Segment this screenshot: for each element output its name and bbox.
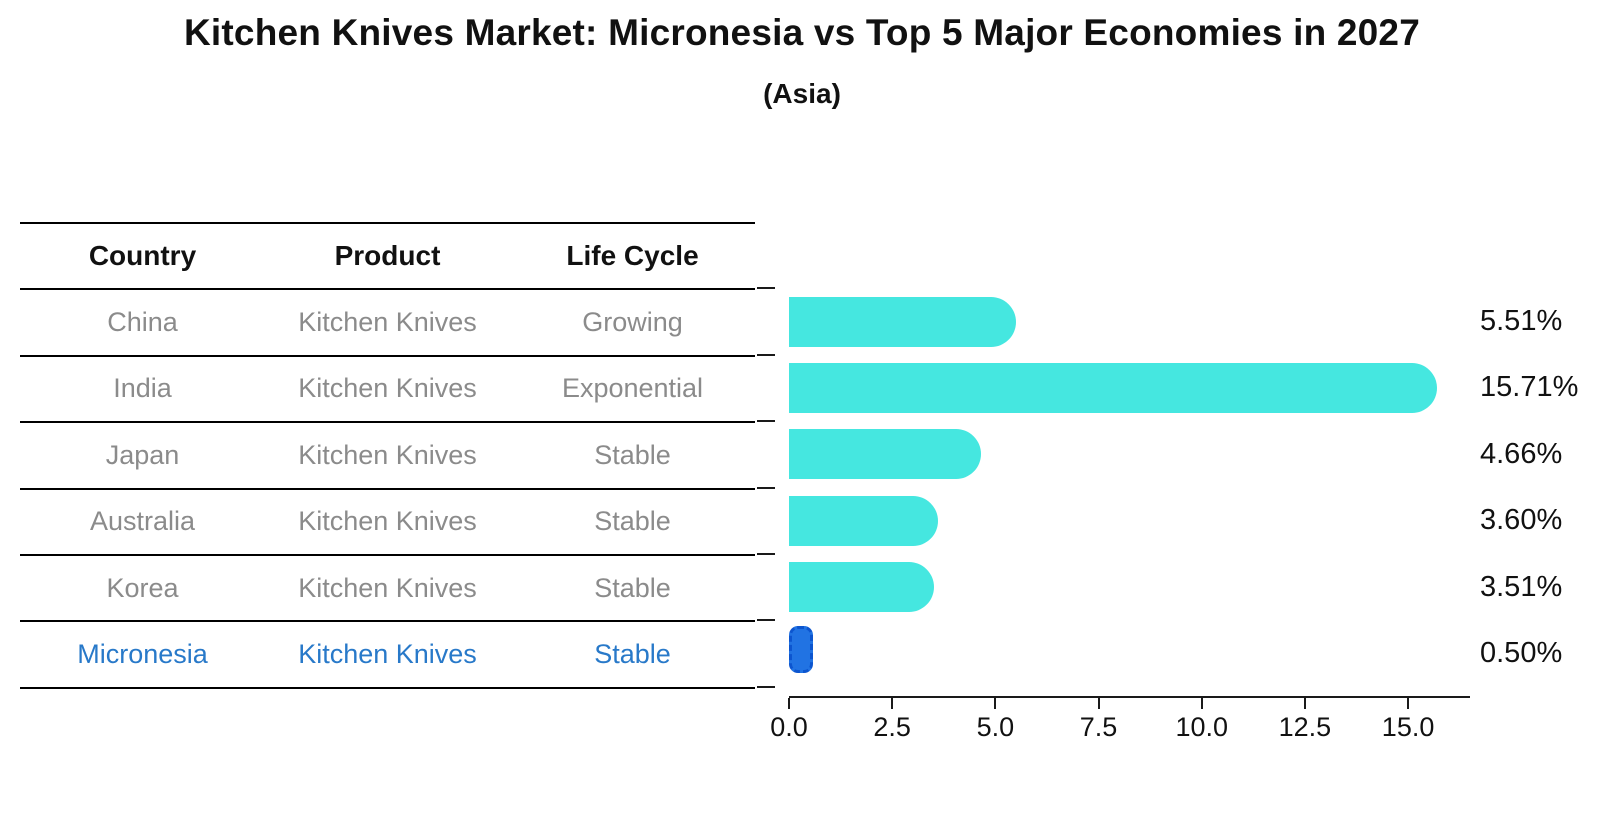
tick-label: 2.5 — [873, 712, 911, 742]
table-row-micronesia: Micronesia Kitchen Knives Stable — [20, 620, 755, 689]
table-row: Australia Kitchen Knives Stable — [20, 487, 755, 554]
y-axis-tick — [757, 553, 775, 555]
y-axis-tick — [757, 353, 775, 356]
chart-subtitle: (Asia) — [763, 78, 841, 109]
cell-product: Kitchen Knives — [298, 572, 477, 603]
bar-india — [789, 362, 1438, 413]
table-row: China Kitchen Knives Growing — [20, 288, 755, 354]
bar-row-japan: 4.66% — [789, 421, 1562, 487]
bar-row-australia: 3.60% — [789, 488, 1562, 554]
table-row: India Kitchen Knives Exponential — [20, 354, 755, 421]
bar-korea — [789, 562, 934, 613]
cell-life-cycle: Stable — [594, 572, 671, 603]
table-row: Korea Kitchen Knives Stable — [20, 553, 755, 620]
x-axis: 0.0 2.5 5.0 7.5 10.0 12.5 15.0 — [770, 696, 1470, 742]
tick-mark — [891, 698, 894, 709]
cell-product: Kitchen Knives — [298, 373, 477, 404]
tick-mark — [788, 698, 790, 709]
bar-japan — [789, 429, 982, 480]
bar-row-india: 15.71% — [789, 355, 1578, 421]
value-label-korea: 3.51% — [1480, 570, 1563, 603]
tick-label: 15.0 — [1381, 712, 1435, 742]
bar-micronesia — [789, 626, 813, 674]
bar-china — [789, 296, 1017, 347]
value-label-china: 5.51% — [1480, 305, 1563, 338]
header-product: Product — [334, 240, 441, 272]
cell-country: China — [107, 307, 178, 338]
bar-row-micronesia: 0.50% — [789, 620, 1562, 686]
country-table: Country Product Life Cycle China Kitchen… — [20, 222, 755, 689]
y-axis-tick — [757, 486, 775, 489]
header-life-cycle: Life Cycle — [566, 240, 699, 272]
table-row: Japan Kitchen Knives Stable — [20, 421, 755, 487]
tick-label: 0.0 — [770, 712, 808, 742]
cell-life-cycle: Growing — [582, 307, 683, 338]
y-axis-tick — [757, 420, 775, 423]
bar-chart: 5.51% 15.71% 4.66% 3.60% 3.51% 0.50% — [789, 288, 1578, 686]
cell-life-cycle: Stable — [594, 439, 671, 470]
table-header-row: Country Product Life Cycle — [20, 222, 755, 288]
cell-product: Kitchen Knives — [298, 639, 477, 670]
cell-product: Kitchen Knives — [298, 307, 477, 338]
cell-product: Kitchen Knives — [298, 506, 477, 537]
bar-row-korea: 3.51% — [789, 554, 1562, 620]
tick-mark — [994, 698, 997, 709]
header-country: Country — [88, 240, 197, 272]
value-label-japan: 4.66% — [1480, 437, 1563, 470]
tick-mark — [1200, 698, 1203, 709]
tick-label: 10.0 — [1175, 712, 1228, 742]
y-axis-tick — [757, 287, 775, 290]
tick-mark — [1407, 698, 1410, 709]
chart-title: Kitchen Knives Market: Micronesia vs Top… — [184, 12, 1420, 53]
value-label-australia: 3.60% — [1480, 504, 1563, 537]
cell-life-cycle: Exponential — [561, 373, 704, 404]
tick-mark — [1097, 698, 1100, 709]
bar-australia — [789, 495, 938, 546]
y-axis-tick — [757, 685, 775, 688]
tick-mark — [1303, 698, 1306, 709]
tick-label: 7.5 — [1079, 712, 1118, 742]
tick-label: 5.0 — [976, 712, 1015, 742]
y-axis-tick — [757, 619, 775, 622]
cell-country: Micronesia — [77, 639, 208, 670]
cell-country: Australia — [89, 506, 196, 537]
value-label-micronesia: 0.50% — [1480, 637, 1563, 670]
cell-country: Korea — [106, 572, 179, 603]
cell-product: Kitchen Knives — [298, 439, 477, 470]
value-label-india: 15.71% — [1480, 371, 1579, 404]
cell-life-cycle: Stable — [594, 639, 671, 670]
cell-country: Japan — [105, 439, 180, 470]
bar-row-china: 5.51% — [789, 288, 1562, 354]
cell-country: India — [113, 373, 172, 404]
tick-label: 12.5 — [1278, 712, 1332, 742]
cell-life-cycle: Stable — [594, 506, 671, 537]
